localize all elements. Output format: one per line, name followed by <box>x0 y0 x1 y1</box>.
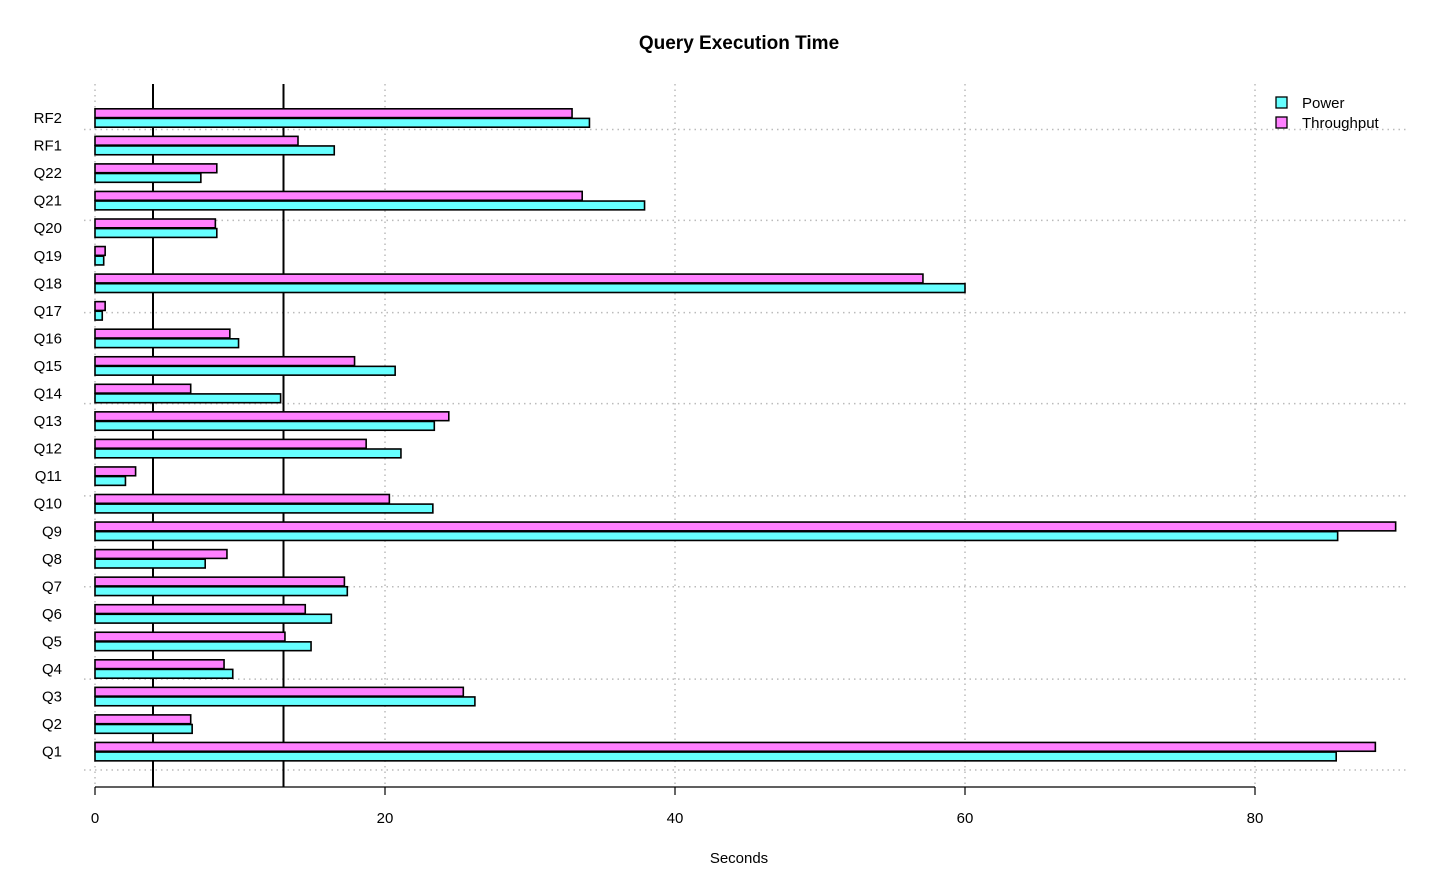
legend-label-throughput: Throughput <box>1302 115 1380 132</box>
y-tick-label-q16: Q16 <box>34 330 62 347</box>
y-tick-label-q20: Q20 <box>34 220 62 237</box>
bar-throughput-q16 <box>94 328 231 339</box>
y-tick-label-q4: Q4 <box>42 661 62 678</box>
bar-power-q8 <box>94 558 206 569</box>
bars <box>94 108 1397 762</box>
legend-label-power: Power <box>1302 95 1345 112</box>
bar-throughput-q12 <box>94 438 367 449</box>
legend-swatch-throughput <box>1275 116 1288 129</box>
y-tick-label-q14: Q14 <box>34 386 62 403</box>
legend: Power Throughput <box>1275 95 1380 132</box>
y-tick-label-q3: Q3 <box>42 689 62 706</box>
bar-throughput-q8 <box>94 548 228 560</box>
bar-power-q20 <box>94 227 218 239</box>
bar-power-q12 <box>94 448 402 459</box>
bar-power-q11 <box>94 475 127 487</box>
bar-throughput-q4 <box>94 658 225 670</box>
y-tick-label-q15: Q15 <box>34 358 62 375</box>
bar-power-q18 <box>94 282 966 294</box>
x-tick-label: 0 <box>91 810 99 827</box>
bar-power-q19 <box>94 255 105 266</box>
y-tick-label-q7: Q7 <box>42 578 62 595</box>
bar-throughput-q17 <box>94 300 106 312</box>
bar-power-q7 <box>94 585 349 597</box>
y-tick-label-q13: Q13 <box>34 413 62 430</box>
y-tick-label-q22: Q22 <box>34 165 62 182</box>
bar-throughput-q14 <box>94 383 192 394</box>
bar-throughput-q7 <box>94 576 346 587</box>
x-axis-label: Seconds <box>710 850 768 867</box>
y-tick-label-q11: Q11 <box>35 468 62 485</box>
bar-throughput-rf1 <box>94 135 299 146</box>
x-tick-label: 60 <box>957 810 974 827</box>
bar-throughput-q5 <box>94 631 286 642</box>
bar-throughput-q9 <box>94 521 1397 532</box>
bar-power-q9 <box>94 530 1339 542</box>
y-tick-label-q12: Q12 <box>34 441 62 458</box>
bar-throughput-q22 <box>94 163 218 174</box>
bar-power-q4 <box>94 668 234 680</box>
reference-lines <box>152 84 285 787</box>
bar-throughput-q20 <box>94 218 217 229</box>
bar-power-q22 <box>94 172 202 184</box>
chart-title: Query Execution Time <box>639 33 839 54</box>
bar-throughput-q13 <box>94 411 450 422</box>
y-tick-label-q6: Q6 <box>42 606 62 623</box>
bar-power-rf2 <box>94 117 591 129</box>
bar-throughput-q10 <box>94 493 391 505</box>
y-tick-label-rf1: RF1 <box>34 138 62 155</box>
y-tick-label-q5: Q5 <box>42 633 62 650</box>
gridlines <box>84 84 1407 787</box>
bar-throughput-q21 <box>94 190 584 202</box>
bar-power-q5 <box>94 641 312 652</box>
y-tick-label-q1: Q1 <box>42 744 62 761</box>
bar-throughput-q3 <box>94 686 465 697</box>
x-tick-label: 80 <box>1247 810 1264 827</box>
bar-throughput-q18 <box>94 273 924 284</box>
y-tick-label-q10: Q10 <box>34 496 62 513</box>
y-tick-label-q17: Q17 <box>34 303 62 320</box>
bar-power-q10 <box>94 503 434 514</box>
bar-throughput-q11 <box>94 466 137 477</box>
y-tick-label-q8: Q8 <box>42 551 62 568</box>
bar-power-q16 <box>94 337 240 349</box>
bar-throughput-q6 <box>94 603 307 615</box>
x-tick-label: 40 <box>667 810 684 827</box>
bar-power-q15 <box>94 365 396 376</box>
bar-power-q2 <box>94 723 193 735</box>
x-axis: 0 20 40 60 80 <box>91 786 1264 827</box>
bar-throughput-rf2 <box>94 108 573 119</box>
bar-power-q14 <box>94 393 282 404</box>
y-tick-label-q9: Q9 <box>42 523 62 540</box>
bar-throughput-q19 <box>94 245 106 257</box>
bar-power-q21 <box>94 200 646 211</box>
y-tick-label-q21: Q21 <box>34 193 62 210</box>
y-tick-label-q19: Q19 <box>34 248 62 265</box>
y-axis-labels: Q1 Q2 Q3 Q4 Q5 Q6 Q7 Q8 Q9 Q10 Q11 Q12 Q13 Q14 Q15 Q16 Q… <box>34 110 62 761</box>
bar-throughput-q15 <box>94 355 356 367</box>
bar-power-q13 <box>94 420 436 432</box>
bar-power-q17 <box>94 310 104 321</box>
legend-swatch-power <box>1275 96 1288 109</box>
bar-throughput-q2 <box>94 714 192 725</box>
bar-power-q6 <box>94 613 333 624</box>
y-tick-label-rf2: RF2 <box>34 110 62 127</box>
y-tick-label-q2: Q2 <box>42 716 62 733</box>
bar-power-q3 <box>94 696 476 707</box>
y-tick-label-q18: Q18 <box>34 275 62 292</box>
x-tick-label: 20 <box>377 810 394 827</box>
bar-power-rf1 <box>94 145 336 156</box>
bar-power-q1 <box>94 751 1337 762</box>
bar-throughput-q1 <box>94 741 1377 753</box>
